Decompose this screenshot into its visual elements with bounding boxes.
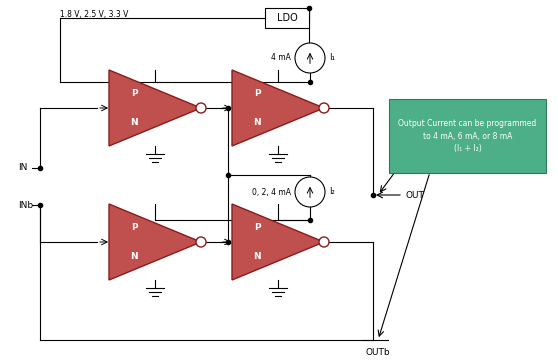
Text: I₂: I₂ (329, 188, 335, 197)
Text: N: N (131, 118, 138, 127)
Text: 4 mA: 4 mA (271, 54, 291, 63)
Polygon shape (232, 70, 324, 146)
Text: OUTb: OUTb (365, 348, 390, 357)
Polygon shape (109, 204, 201, 280)
Text: P: P (254, 89, 261, 98)
Circle shape (295, 43, 325, 73)
Text: INb: INb (18, 201, 33, 210)
Text: P: P (131, 223, 138, 232)
Circle shape (196, 103, 206, 113)
Text: 1.8 V, 2.5 V, 3.3 V: 1.8 V, 2.5 V, 3.3 V (60, 10, 128, 19)
Text: N: N (253, 118, 261, 127)
Text: N: N (131, 252, 138, 261)
Bar (265, 8, 309, 28)
FancyBboxPatch shape (389, 99, 546, 173)
Text: IN: IN (18, 164, 27, 173)
Text: LDO: LDO (277, 13, 297, 23)
Text: 0, 2, 4 mA: 0, 2, 4 mA (252, 188, 291, 197)
Text: P: P (131, 89, 138, 98)
Text: N: N (253, 252, 261, 261)
Polygon shape (232, 204, 324, 280)
Circle shape (319, 237, 329, 247)
Text: Output Current can be programmed
to 4 mA, 6 mA, or 8 mA
(I₁ + I₂): Output Current can be programmed to 4 mA… (398, 119, 537, 153)
Circle shape (319, 103, 329, 113)
Text: P: P (254, 223, 261, 232)
Circle shape (196, 237, 206, 247)
Text: OUT: OUT (405, 190, 424, 199)
Text: I₁: I₁ (329, 54, 335, 63)
Polygon shape (109, 70, 201, 146)
Circle shape (295, 177, 325, 207)
